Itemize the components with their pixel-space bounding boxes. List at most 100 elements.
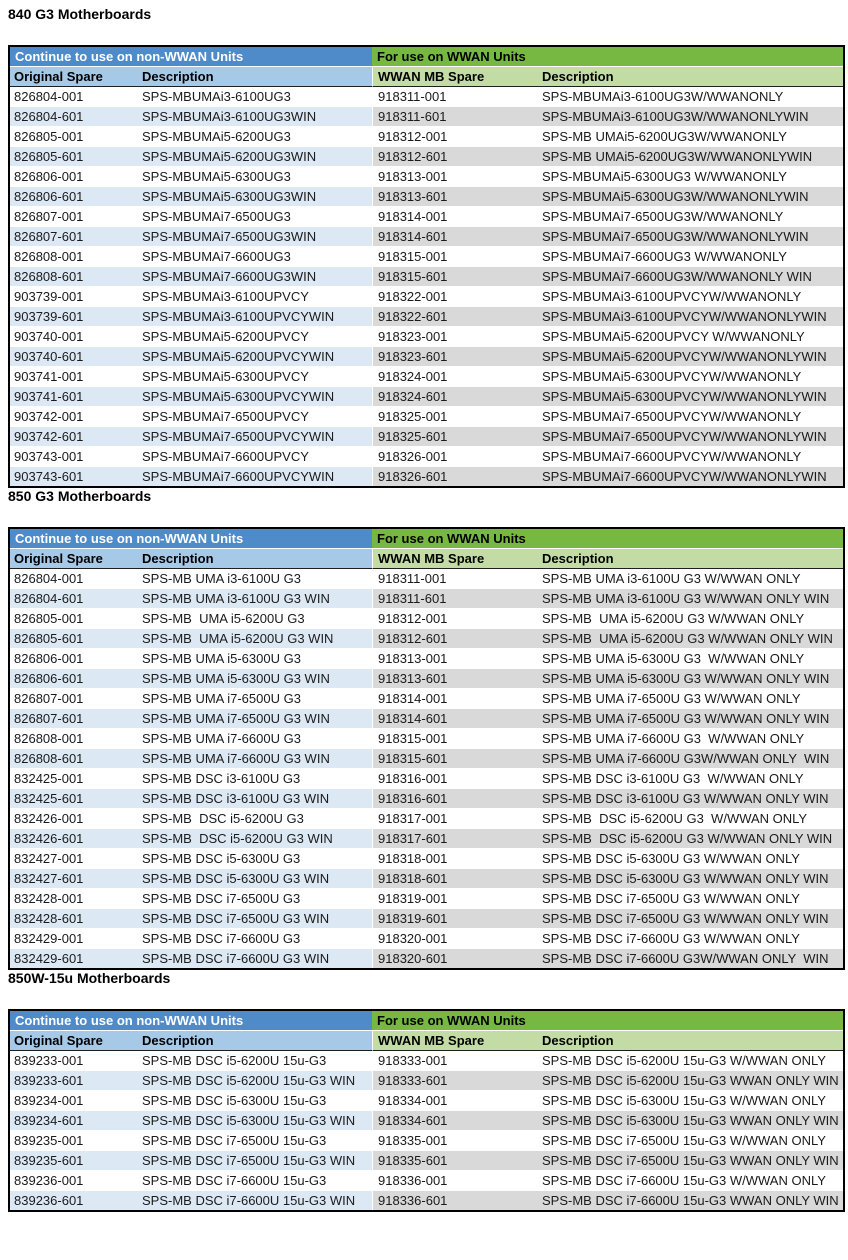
original-spare-cell: 832425-001 [10,769,137,789]
description-cell: SPS-MBUMAi5-6200UPVCYWIN [137,347,372,367]
description-cell: SPS-MBUMAi5-6300UG3WIN [137,187,372,207]
wwan-description-cell: SPS-MBUMAi5-6300UG3W/WWANONLYWIN [537,187,843,207]
wwan-description-cell: SPS-MB UMA i7-6500U G3 W/WWAN ONLY WIN [537,709,843,729]
table-row: 903743-001 SPS-MBUMAi7-6600UPVCY 918326-00… [10,447,843,467]
wwan-description-cell: SPS-MB DSC i5-6200U G3 W/WWAN ONLY [537,809,843,829]
wwan-description-cell: SPS-MB DSC i5-6300U G3 W/WWAN ONLY [537,849,843,869]
wwan-mb-spare-cell: 918333-601 [372,1071,537,1091]
wwan-description-cell: SPS-MB DSC i7-6600U G3W/WWAN ONLY WIN [537,949,843,968]
wwan-description-cell: SPS-MB UMA i5-6300U G3 W/WWAN ONLY WIN [537,669,843,689]
description-cell: SPS-MBUMAi3-6100UPVCY [137,287,372,307]
original-spare-cell: 903739-001 [10,287,137,307]
wwan-description-cell: SPS-MB DSC i5-6200U 15u-G3 WWAN ONLY WIN [537,1071,843,1091]
description-cell: SPS-MBUMAi7-6500UG3WIN [137,227,372,247]
description-cell: SPS-MBUMAi7-6500UPVCYWIN [137,427,372,447]
wwan-description-cell: SPS-MB DSC i7-6500U G3 W/WWAN ONLY [537,889,843,909]
wwan-mb-spare-cell: 918313-001 [372,649,537,669]
description-cell: SPS-MB DSC i7-6500U G3 [137,889,372,909]
description-cell: SPS-MBUMAi7-6500UG3 [137,207,372,227]
description-cell: SPS-MB DSC i5-6300U 15u-G3 [137,1091,372,1111]
table-row: 826808-601 SPS-MB UMA i7-6600U G3 WIN 9183… [10,749,843,769]
description-cell: SPS-MBUMAi7-6500UPVCY [137,407,372,427]
wwan-description-cell: SPS-MB UMA i7-6600U G3W/WWAN ONLY WIN [537,749,843,769]
wwan-mb-spare-cell: 918312-001 [372,127,537,147]
table-row: 826804-001 SPS-MB UMA i3-6100U G3 918311-0… [10,569,843,589]
table-row: 903741-001 SPS-MBUMAi5-6300UPVCY 918324-00… [10,367,843,387]
wwan-mb-spare-cell: 918324-001 [372,367,537,387]
wwan-mb-spare-cell: 918319-601 [372,909,537,929]
original-spare-cell: 903743-001 [10,447,137,467]
original-spare-cell: 903740-001 [10,327,137,347]
wwan-description-cell: SPS-MBUMAi7-6500UPVCYW/WWANONLY [537,407,843,427]
wwan-description-cell: SPS-MB UMA i5-6200U G3 W/WWAN ONLY [537,609,843,629]
original-spare-cell: 832429-601 [10,949,137,968]
wwan-description-cell: SPS-MB UMA i7-6600U G3 W/WWAN ONLY [537,729,843,749]
wwan-description-cell: SPS-MB UMAi5-6200UG3W/WWANONLYWIN [537,147,843,167]
col-header-description-right: Description [537,67,843,87]
wwan-mb-spare-cell: 918312-001 [372,609,537,629]
original-spare-cell: 832428-601 [10,909,137,929]
original-spare-cell: 903740-601 [10,347,137,367]
table-body: 826804-001 SPS-MBUMAi3-6100UG3 918311-001 S… [10,87,843,486]
description-cell: SPS-MBUMAi7-6600UPVCYWIN [137,467,372,486]
wwan-description-cell: SPS-MBUMAi5-6300UPVCYW/WWANONLY [537,367,843,387]
description-cell: SPS-MBUMAi7-6600UPVCY [137,447,372,467]
wwan-mb-spare-cell: 918315-001 [372,247,537,267]
original-spare-cell: 832425-601 [10,789,137,809]
col-header-description-left: Description [137,67,372,87]
description-cell: SPS-MBUMAi3-6100UPVCYWIN [137,307,372,327]
original-spare-cell: 839234-601 [10,1111,137,1131]
section-title: 850 G3 Motherboards [8,488,152,504]
table-row: 839233-601 SPS-MB DSC i5-6200U 15u-G3 WIN… [10,1071,843,1091]
table-row: 832427-601 SPS-MB DSC i5-6300U G3 WIN 9183… [10,869,843,889]
wwan-mb-spare-cell: 918318-001 [372,849,537,869]
group-header-row: Continue to use on non-WWAN Units For us… [10,47,843,67]
table-row: 839235-001 SPS-MB DSC i7-6500U 15u-G3 9183… [10,1131,843,1151]
original-spare-cell: 903741-001 [10,367,137,387]
description-cell: SPS-MBUMAi5-6300UPVCY [137,367,372,387]
table-row: 832428-601 SPS-MB DSC i7-6500U G3 WIN 9183… [10,909,843,929]
table-row: 826807-001 SPS-MB UMA i7-6500U G3 918314-0… [10,689,843,709]
original-spare-cell: 826804-601 [10,589,137,609]
wwan-mb-spare-cell: 918317-001 [372,809,537,829]
wwan-group-header: For use on WWAN Units [372,529,843,549]
table-row: 826806-601 SPS-MBUMAi5-6300UG3WIN 918313-6… [10,187,843,207]
original-spare-cell: 839236-601 [10,1191,137,1210]
wwan-description-cell: SPS-MBUMAi7-6500UPVCYW/WWANONLYWIN [537,427,843,447]
wwan-description-cell: SPS-MBUMAi5-6200UPVCYW/WWANONLYWIN [537,347,843,367]
wwan-description-cell: SPS-MBUMAi3-6100UG3W/WWANONLYWIN [537,107,843,127]
col-header-description-left: Description [137,1031,372,1051]
description-cell: SPS-MBUMAi7-6600UG3WIN [137,267,372,287]
wwan-description-cell: SPS-MB UMA i5-6300U G3 W/WWAN ONLY [537,649,843,669]
original-spare-cell: 826806-001 [10,649,137,669]
wwan-mb-spare-cell: 918314-601 [372,227,537,247]
description-cell: SPS-MB DSC i3-6100U G3 [137,769,372,789]
wwan-description-cell: SPS-MB DSC i7-6500U 15u-G3 WWAN ONLY WIN [537,1151,843,1171]
wwan-description-cell: SPS-MBUMAi5-6300UG3 W/WWANONLY [537,167,843,187]
table-row: 826805-601 SPS-MB UMA i5-6200U G3 WIN 9183… [10,629,843,649]
original-spare-cell: 832428-001 [10,889,137,909]
wwan-description-cell: SPS-MB UMA i3-6100U G3 W/WWAN ONLY WIN [537,589,843,609]
wwan-mb-spare-cell: 918334-001 [372,1091,537,1111]
parts-table: Continue to use on non-WWAN Units For us… [8,1009,845,1212]
description-cell: SPS-MB UMA i5-6300U G3 WIN [137,669,372,689]
description-cell: SPS-MB DSC i7-6600U G3 [137,929,372,949]
wwan-description-cell: SPS-MB DSC i5-6300U G3 W/WWAN ONLY WIN [537,869,843,889]
table-row: 903743-601 SPS-MBUMAi7-6600UPVCYWIN 918326… [10,467,843,486]
table-body: 839233-001 SPS-MB DSC i5-6200U 15u-G3 9183… [10,1051,843,1210]
wwan-description-cell: SPS-MB DSC i3-6100U G3 W/WWAN ONLY [537,769,843,789]
original-spare-cell: 903742-001 [10,407,137,427]
description-cell: SPS-MB UMA i7-6500U G3 [137,689,372,709]
wwan-description-cell: SPS-MBUMAi7-6600UG3W/WWANONLY WIN [537,267,843,287]
table-row: 832426-601 SPS-MB DSC i5-6200U G3 WIN 9183… [10,829,843,849]
table-row: 826807-601 SPS-MBUMAi7-6500UG3WIN 918314-6… [10,227,843,247]
table-row: 839235-601 SPS-MB DSC i7-6500U 15u-G3 WIN… [10,1151,843,1171]
table-row: 826804-601 SPS-MBUMAi3-6100UG3WIN 918311-6… [10,107,843,127]
original-spare-cell: 839235-601 [10,1151,137,1171]
wwan-mb-spare-cell: 918317-601 [372,829,537,849]
original-spare-cell: 839235-001 [10,1131,137,1151]
table-row: 903742-601 SPS-MBUMAi7-6500UPVCYWIN 918325… [10,427,843,447]
wwan-mb-spare-cell: 918336-001 [372,1171,537,1191]
table-row: 826805-601 SPS-MBUMAi5-6200UG3WIN 918312-6… [10,147,843,167]
table-row: 903739-601 SPS-MBUMAi3-6100UPVCYWIN 918322… [10,307,843,327]
